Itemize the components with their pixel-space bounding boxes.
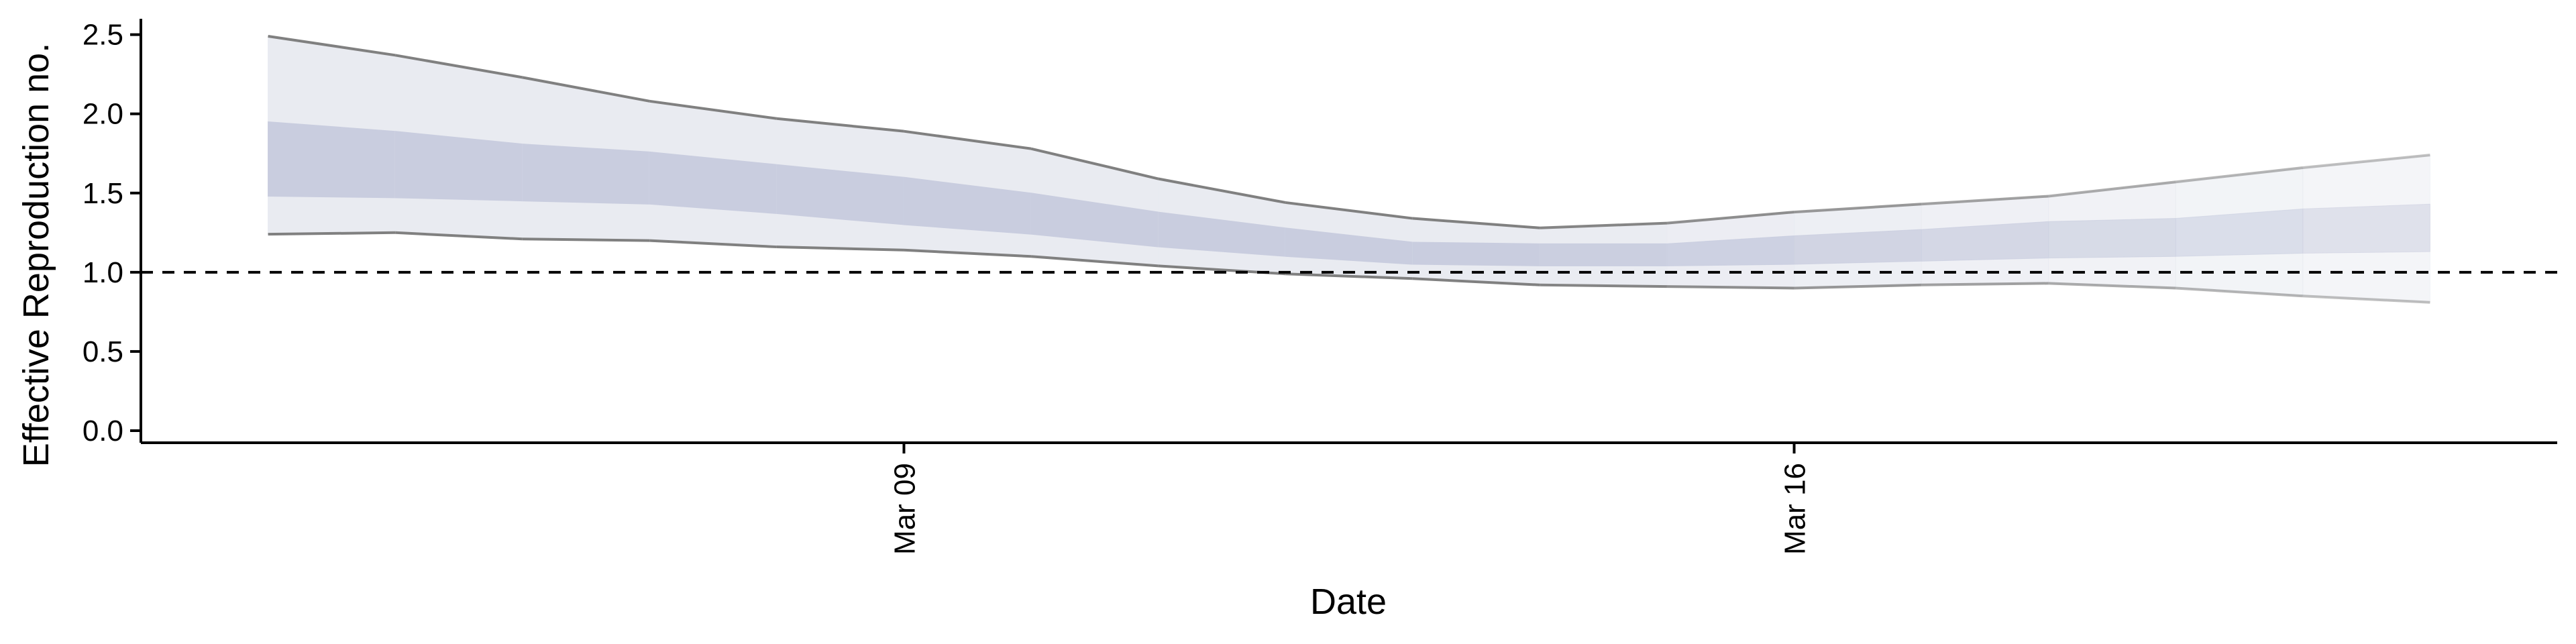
y-tick-label: 0.0	[83, 415, 123, 447]
upper-90-edge	[2048, 180, 2176, 198]
upper-90-edge	[2176, 166, 2304, 184]
band-50-segment	[2048, 218, 2176, 259]
band-50-segment	[1539, 243, 1668, 266]
x-tick-label: Mar 09	[888, 463, 921, 555]
lower-90-edge	[904, 248, 1032, 258]
upper-90-edge	[268, 34, 396, 57]
upper-90-edge	[1412, 217, 1540, 229]
upper-90-edge	[1540, 221, 1668, 229]
band-50-segment	[2175, 208, 2304, 257]
lower-90-edge	[268, 231, 396, 236]
lower-90-edge	[649, 239, 777, 249]
y-tick-label: 0.5	[83, 335, 123, 368]
upper-90-edge	[1921, 195, 2049, 206]
lower-90-edge	[1412, 277, 1540, 286]
upper-90-edge	[522, 76, 650, 103]
y-tick-label: 2.0	[83, 98, 123, 131]
upper-90-edge	[2302, 154, 2430, 169]
upper-90-edge	[776, 117, 904, 133]
upper-90-edge	[1158, 177, 1286, 204]
lower-90-edge	[1540, 283, 1667, 288]
band-50-segment	[268, 121, 396, 199]
band-50-segment	[1412, 241, 1540, 266]
lower-90-edge	[2048, 282, 2176, 290]
upper-90-edge	[1030, 147, 1159, 180]
x-ticks-layer: Mar 09 Mar 16	[888, 443, 1812, 555]
y-tick-label: 1.0	[83, 256, 123, 289]
y-tick-label: 2.5	[83, 19, 123, 52]
lower-90-edge	[2176, 286, 2303, 298]
y-ticks-layer: 0.0 0.5 1.0 1.5 2.0 2.5	[83, 19, 141, 447]
y-axis-title: Effective Reproduction no.	[16, 43, 56, 467]
y-tick-label: 1.5	[83, 177, 123, 210]
upper-90-edge	[904, 129, 1032, 150]
upper-90-edge	[1666, 211, 1794, 225]
band-90-segment	[2302, 154, 2430, 303]
x-axis-title: Date	[1310, 582, 1387, 622]
lower-90-edge	[1285, 272, 1413, 280]
bands-layer	[268, 36, 2430, 303]
lower-90-edge	[395, 231, 523, 241]
band-50-segment	[522, 144, 650, 205]
upper-90-edge	[1285, 201, 1413, 220]
lower-90-edge	[776, 246, 904, 252]
lower-90-edge	[1666, 285, 1794, 290]
upper-90-edge	[394, 54, 523, 79]
lower-90-edge	[522, 237, 650, 242]
band-50-segment	[2302, 203, 2430, 254]
lower-90-edge	[1921, 282, 2049, 286]
upper-90-edge	[1794, 203, 1922, 214]
band-50-segment	[394, 131, 523, 202]
band-50-segment	[1794, 229, 1922, 265]
lower-90-edge	[1030, 255, 1159, 268]
lower-90-edge	[2302, 294, 2430, 304]
upper-90-edge	[649, 99, 777, 120]
lower-90-edge	[1794, 283, 1922, 290]
x-tick-label: Mar 16	[1779, 463, 1812, 555]
